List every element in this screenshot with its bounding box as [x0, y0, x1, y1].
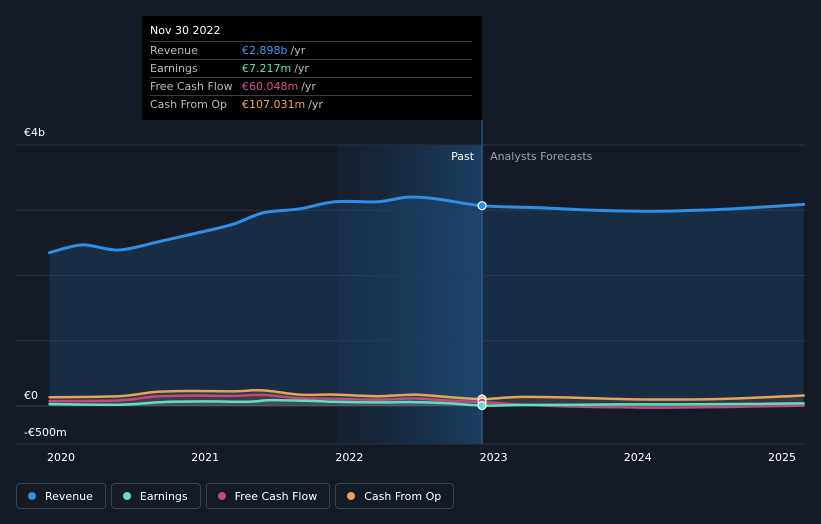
tooltip-label: Free Cash Flow — [150, 80, 233, 93]
legend-label: Free Cash Flow — [234, 489, 318, 503]
tooltip-unit: /yr — [301, 80, 316, 93]
tooltip-unit: /yr — [308, 98, 323, 111]
dot-icon — [28, 492, 36, 500]
series-line-revenue — [47, 195, 806, 255]
tooltip-row-earnings: Earnings €7.217m /yr — [150, 59, 472, 77]
series-line-cash_from_op — [48, 388, 805, 401]
tooltip: Nov 30 2022 Revenue €2.898b /yr Earnings… — [142, 16, 482, 120]
legend-item-free-cash-flow[interactable]: Free Cash Flow — [205, 483, 331, 509]
tooltip-value: €2.898b — [242, 44, 288, 57]
past-label: Past — [451, 150, 475, 163]
legend-item-revenue[interactable]: Revenue — [16, 483, 106, 509]
legend-label: Revenue — [45, 489, 93, 503]
tooltip-value: €107.031m — [242, 98, 306, 111]
x-tick-label: 2023 — [480, 451, 508, 464]
legend-item-cash-from-op[interactable]: Cash From Op — [335, 483, 455, 509]
legend: Revenue Earnings Free Cash Flow Cash Fro… — [16, 483, 455, 509]
tooltip-label: Cash From Op — [150, 98, 228, 111]
legend-label: Earnings — [139, 489, 188, 503]
tooltip-unit: /yr — [290, 44, 306, 57]
forecast-label: Analysts Forecasts — [490, 150, 593, 163]
legend-item-earnings[interactable]: Earnings — [110, 483, 201, 509]
tooltip-unit: /yr — [294, 62, 309, 75]
tooltip-date: Nov 30 2022 — [150, 24, 221, 37]
marker-revenue — [477, 201, 487, 211]
tooltip-row-free-cash-flow: Free Cash Flow €60.048m /yr — [150, 77, 472, 95]
x-tick-label: 2022 — [335, 451, 363, 464]
marker-earnings — [477, 400, 487, 411]
legend-label: Cash From Op — [364, 489, 442, 503]
dot-icon — [122, 492, 131, 500]
tooltip-value: €60.048m — [242, 80, 299, 93]
dot-icon — [217, 492, 226, 500]
series-line-earnings — [48, 398, 805, 407]
y-tick-label: -€500m — [24, 426, 67, 439]
dot-icon — [347, 492, 356, 500]
y-tick-label: €4b — [24, 126, 45, 139]
tooltip-row-revenue: Revenue €2.898b /yr — [150, 41, 472, 59]
series-line-free_cash_flow — [48, 393, 805, 409]
tooltip-label: Earnings — [150, 62, 198, 75]
y-tick-label: €0 — [24, 389, 38, 402]
tooltip-row-cash-from-op: Cash From Op €107.031m /yr — [150, 95, 472, 113]
tooltip-label: Revenue — [150, 44, 198, 57]
series-area-revenue — [49, 197, 804, 406]
x-tick-label: 2025 — [768, 451, 796, 464]
tooltip-value: €7.217m — [242, 62, 292, 75]
x-tick-label: 2021 — [191, 451, 219, 464]
x-tick-label: 2020 — [47, 451, 75, 464]
x-tick-label: 2024 — [624, 451, 652, 464]
